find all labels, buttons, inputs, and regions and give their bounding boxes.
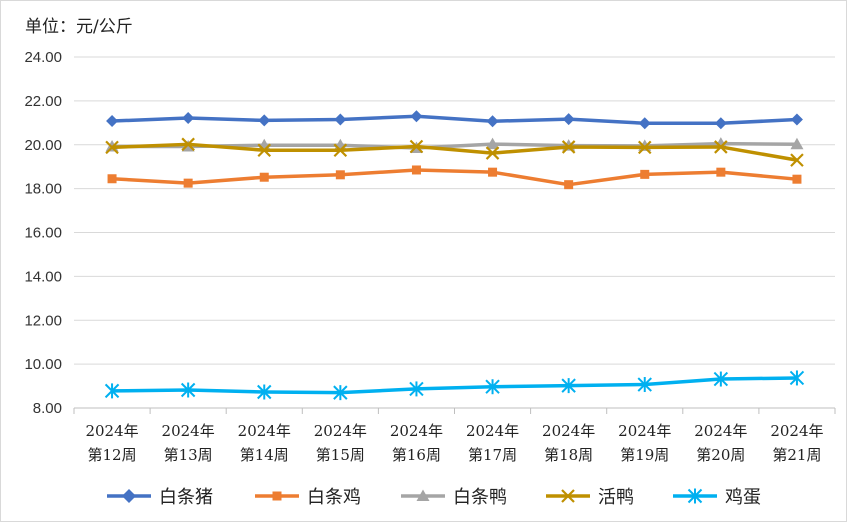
x-tick-label-year: 2024年	[390, 422, 443, 440]
data-point	[183, 178, 193, 188]
data-point	[485, 146, 500, 160]
data-point	[561, 378, 576, 394]
y-tick-label: 20.00	[24, 137, 62, 154]
series-line-1	[111, 114, 798, 126]
data-point	[258, 114, 271, 127]
data-point	[410, 110, 423, 123]
data-point	[485, 379, 500, 395]
data-point	[182, 111, 195, 124]
data-point	[789, 370, 805, 386]
x-tick-label-year: 2024年	[542, 422, 595, 440]
data-point	[714, 140, 728, 154]
legend-label: 鸡蛋	[725, 487, 761, 508]
data-point	[564, 180, 574, 190]
data-point	[257, 143, 272, 158]
data-point	[409, 381, 424, 397]
data-point	[335, 170, 345, 180]
x-tick-label-year: 2024年	[238, 422, 291, 440]
data-point	[333, 143, 348, 158]
data-point	[562, 113, 575, 126]
data-point	[713, 371, 729, 387]
series-line-5	[112, 376, 797, 395]
legend-marker	[272, 491, 282, 501]
data-point	[486, 115, 499, 128]
x-tick-label-year: 2024年	[770, 422, 823, 440]
data-point	[333, 385, 348, 401]
legend-marker	[561, 489, 575, 503]
data-point	[181, 137, 195, 152]
data-point	[792, 174, 802, 184]
data-point	[106, 115, 119, 128]
legend-marker	[416, 489, 430, 501]
data-point	[409, 139, 424, 154]
x-tick-label-week: 第14周	[240, 446, 289, 464]
x-tick-label-week: 第16周	[392, 446, 441, 464]
x-tick-label-week: 第18周	[544, 446, 593, 464]
y-tick-label: 10.00	[24, 356, 62, 373]
data-point	[716, 167, 726, 177]
x-tick-label-year: 2024年	[618, 422, 671, 440]
x-tick-label-week: 第19周	[620, 446, 669, 464]
y-tick-label: 22.00	[24, 93, 62, 110]
x-tick-label-year: 2024年	[85, 422, 138, 440]
x-tick-label-year: 2024年	[466, 422, 519, 440]
series-line-2	[111, 168, 798, 187]
data-point	[638, 117, 651, 130]
x-tick-label-week: 第12周	[88, 446, 137, 464]
y-tick-label: 12.00	[24, 312, 62, 329]
x-tick-label-year: 2024年	[314, 422, 367, 440]
x-tick-label-week: 第15周	[316, 446, 365, 464]
data-point	[411, 165, 421, 175]
data-point	[180, 382, 196, 398]
x-tick-label-week: 第13周	[164, 446, 213, 464]
y-tick-label: 24.00	[24, 49, 62, 66]
y-tick-label: 14.00	[24, 268, 62, 285]
series-line-4	[111, 142, 798, 162]
y-tick-label: 18.00	[24, 181, 62, 198]
data-point	[714, 117, 727, 130]
legend-label: 白条猪	[159, 487, 213, 508]
data-point	[257, 384, 272, 400]
data-point	[790, 113, 803, 126]
data-point	[259, 172, 269, 182]
data-point	[104, 383, 120, 399]
legend-marker	[122, 489, 136, 503]
data-point	[486, 137, 500, 150]
x-tick-label-year: 2024年	[694, 422, 747, 440]
x-tick-label-year: 2024年	[162, 422, 215, 440]
x-tick-label-week: 第17周	[468, 446, 517, 464]
data-point	[637, 377, 652, 393]
x-tick-label-week: 第21周	[772, 446, 821, 464]
legend-label: 活鸭	[598, 487, 634, 508]
data-point	[790, 137, 804, 150]
data-point	[334, 113, 347, 126]
x-tick-label-week: 第20周	[696, 446, 745, 464]
legend-label: 白条鸡	[307, 487, 361, 508]
unit-label: 单位：元/公斤	[25, 17, 133, 37]
data-point	[637, 140, 652, 155]
data-point	[640, 169, 650, 179]
legend-label: 白条鸭	[453, 487, 507, 508]
data-point	[790, 153, 804, 167]
y-tick-label: 8.00	[33, 400, 62, 417]
data-point	[107, 174, 117, 184]
data-point	[561, 140, 576, 154]
legend-marker	[687, 488, 703, 504]
data-point	[488, 167, 498, 177]
y-tick-label: 16.00	[24, 225, 62, 242]
data-point	[105, 140, 119, 155]
